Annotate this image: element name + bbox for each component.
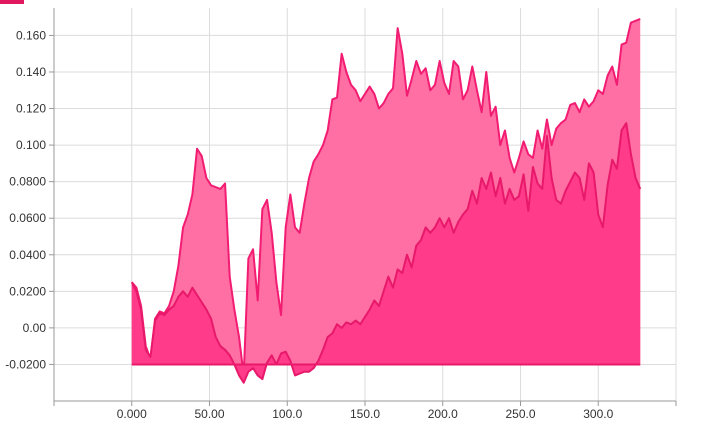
- y-tick-label: 0.140: [16, 65, 46, 79]
- series-layer: [130, 18, 642, 384]
- y-tick-label: 0.0400: [9, 248, 46, 262]
- y-tick-label: -0.0200: [5, 357, 46, 371]
- y-tick-label: 0.0200: [9, 284, 46, 298]
- axis-layer: [49, 8, 677, 406]
- y-tick-label: 0.100: [16, 138, 46, 152]
- x-tick-label: 0.000: [117, 407, 147, 421]
- series-2-area: [131, 123, 641, 383]
- y-tick-label: 0.160: [16, 28, 46, 42]
- series-2-line: [130, 122, 642, 384]
- x-tick-label: 50.00: [194, 407, 224, 421]
- series-1-line: [130, 18, 641, 377]
- x-tick-label: 250.0: [505, 407, 535, 421]
- y-tick-label: 0.0600: [9, 211, 46, 225]
- y-tick-label: 0.00: [23, 321, 47, 335]
- y-tick-label: 0.120: [16, 102, 46, 116]
- x-tick-label: 200.0: [428, 407, 458, 421]
- y-tick-label: 0.0800: [9, 175, 46, 189]
- y-tick-labels: -0.0200 0.00 0.0200 0.0400 0.0600 0.0800 0.100…: [5, 28, 46, 371]
- x-tick-label: 100.0: [272, 407, 302, 421]
- x-tick-label: 150.0: [350, 407, 380, 421]
- corner-accent-tab: [0, 0, 24, 4]
- x-tick-labels: 0.000 50.00 100.0 150.0 200.0 250.0 300.0: [117, 407, 614, 421]
- x-tick-label: 300.0: [583, 407, 613, 421]
